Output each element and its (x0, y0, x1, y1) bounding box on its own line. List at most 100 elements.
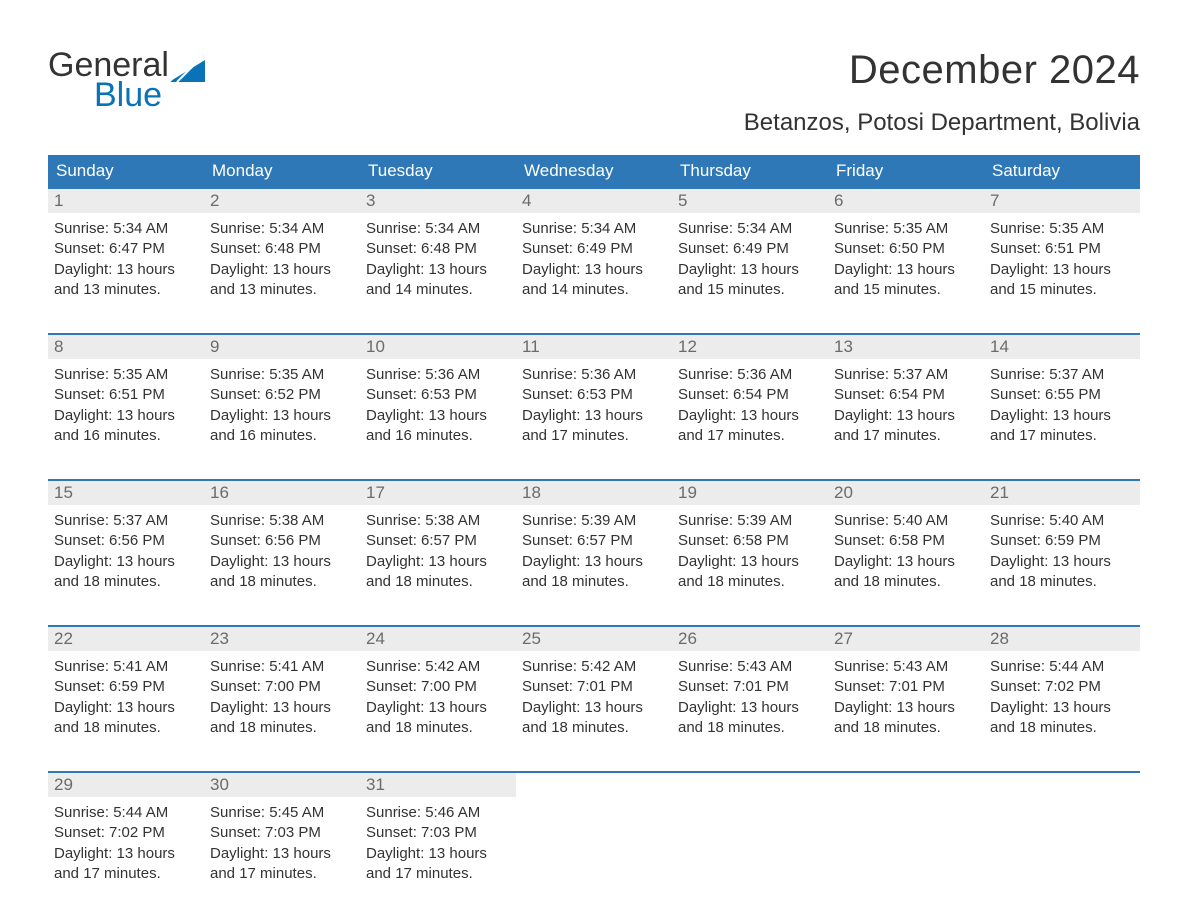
day-body: Sunrise: 5:46 AMSunset: 7:03 PMDaylight:… (360, 797, 516, 890)
sunrise-line: Sunrise: 5:41 AM (54, 657, 198, 677)
title-block: December 2024 Betanzos, Potosi Departmen… (744, 48, 1140, 147)
day-cell: 25Sunrise: 5:42 AMSunset: 7:01 PMDayligh… (516, 627, 672, 755)
sunrise-line: Sunrise: 5:34 AM (54, 219, 198, 239)
daylight-line: Daylight: 13 hours and 18 minutes. (366, 552, 510, 593)
day-body: Sunrise: 5:44 AMSunset: 7:02 PMDaylight:… (48, 797, 204, 890)
sunset-line: Sunset: 6:48 PM (366, 239, 510, 259)
day-number: 15 (48, 481, 204, 505)
sunset-line: Sunset: 7:02 PM (54, 823, 198, 843)
day-cell: 7Sunrise: 5:35 AMSunset: 6:51 PMDaylight… (984, 189, 1140, 317)
day-number: 11 (516, 335, 672, 359)
sunrise-line: Sunrise: 5:35 AM (990, 219, 1134, 239)
week-row: 8Sunrise: 5:35 AMSunset: 6:51 PMDaylight… (48, 333, 1140, 463)
daylight-line: Daylight: 13 hours and 18 minutes. (834, 698, 978, 739)
day-number: 25 (516, 627, 672, 651)
day-body: Sunrise: 5:43 AMSunset: 7:01 PMDaylight:… (828, 651, 984, 744)
day-cell: 28Sunrise: 5:44 AMSunset: 7:02 PMDayligh… (984, 627, 1140, 755)
weekday-sunday: Sunday (48, 155, 204, 187)
week-row: 1Sunrise: 5:34 AMSunset: 6:47 PMDaylight… (48, 187, 1140, 317)
sunrise-line: Sunrise: 5:43 AM (678, 657, 822, 677)
day-cell: 13Sunrise: 5:37 AMSunset: 6:54 PMDayligh… (828, 335, 984, 463)
sunset-line: Sunset: 6:48 PM (210, 239, 354, 259)
daylight-line: Daylight: 13 hours and 18 minutes. (834, 552, 978, 593)
daylight-line: Daylight: 13 hours and 14 minutes. (522, 260, 666, 301)
daylight-line: Daylight: 13 hours and 18 minutes. (990, 698, 1134, 739)
sunrise-line: Sunrise: 5:34 AM (678, 219, 822, 239)
day-number: 28 (984, 627, 1140, 651)
day-number: 18 (516, 481, 672, 505)
sunset-line: Sunset: 7:00 PM (210, 677, 354, 697)
sunrise-line: Sunrise: 5:40 AM (990, 511, 1134, 531)
daylight-line: Daylight: 13 hours and 18 minutes. (522, 698, 666, 739)
sunset-line: Sunset: 7:02 PM (990, 677, 1134, 697)
daylight-line: Daylight: 13 hours and 18 minutes. (678, 552, 822, 593)
weekday-monday: Monday (204, 155, 360, 187)
week-row: 15Sunrise: 5:37 AMSunset: 6:56 PMDayligh… (48, 479, 1140, 609)
sunrise-line: Sunrise: 5:39 AM (522, 511, 666, 531)
day-cell: 21Sunrise: 5:40 AMSunset: 6:59 PMDayligh… (984, 481, 1140, 609)
sunset-line: Sunset: 6:57 PM (522, 531, 666, 551)
sunrise-line: Sunrise: 5:34 AM (366, 219, 510, 239)
sunset-line: Sunset: 6:57 PM (366, 531, 510, 551)
daylight-line: Daylight: 13 hours and 16 minutes. (366, 406, 510, 447)
daylight-line: Daylight: 13 hours and 17 minutes. (990, 406, 1134, 447)
day-body: Sunrise: 5:44 AMSunset: 7:02 PMDaylight:… (984, 651, 1140, 744)
day-number: 21 (984, 481, 1140, 505)
day-cell: 20Sunrise: 5:40 AMSunset: 6:58 PMDayligh… (828, 481, 984, 609)
day-body: Sunrise: 5:34 AMSunset: 6:48 PMDaylight:… (204, 213, 360, 306)
daylight-line: Daylight: 13 hours and 17 minutes. (522, 406, 666, 447)
sunset-line: Sunset: 6:59 PM (990, 531, 1134, 551)
sunrise-line: Sunrise: 5:38 AM (210, 511, 354, 531)
weekday-friday: Friday (828, 155, 984, 187)
daylight-line: Daylight: 13 hours and 13 minutes. (54, 260, 198, 301)
day-number: 27 (828, 627, 984, 651)
sunrise-line: Sunrise: 5:39 AM (678, 511, 822, 531)
week-row: 22Sunrise: 5:41 AMSunset: 6:59 PMDayligh… (48, 625, 1140, 755)
day-number: 9 (204, 335, 360, 359)
day-number: 22 (48, 627, 204, 651)
sunrise-line: Sunrise: 5:37 AM (834, 365, 978, 385)
day-number: 19 (672, 481, 828, 505)
day-body: Sunrise: 5:36 AMSunset: 6:53 PMDaylight:… (516, 359, 672, 452)
sunset-line: Sunset: 6:51 PM (990, 239, 1134, 259)
sunrise-line: Sunrise: 5:34 AM (522, 219, 666, 239)
sunrise-line: Sunrise: 5:44 AM (54, 803, 198, 823)
day-body: Sunrise: 5:34 AMSunset: 6:49 PMDaylight:… (516, 213, 672, 306)
sunrise-line: Sunrise: 5:41 AM (210, 657, 354, 677)
daylight-line: Daylight: 13 hours and 17 minutes. (366, 844, 510, 885)
day-cell: 19Sunrise: 5:39 AMSunset: 6:58 PMDayligh… (672, 481, 828, 609)
day-body: Sunrise: 5:39 AMSunset: 6:57 PMDaylight:… (516, 505, 672, 598)
day-number: 29 (48, 773, 204, 797)
day-body: Sunrise: 5:42 AMSunset: 7:00 PMDaylight:… (360, 651, 516, 744)
calendar: Sunday Monday Tuesday Wednesday Thursday… (48, 155, 1140, 901)
day-number: 13 (828, 335, 984, 359)
day-number: 5 (672, 189, 828, 213)
daylight-line: Daylight: 13 hours and 17 minutes. (678, 406, 822, 447)
sunrise-line: Sunrise: 5:36 AM (522, 365, 666, 385)
daylight-line: Daylight: 13 hours and 18 minutes. (366, 698, 510, 739)
daylight-line: Daylight: 13 hours and 18 minutes. (210, 698, 354, 739)
sunset-line: Sunset: 6:56 PM (210, 531, 354, 551)
week-row: 29Sunrise: 5:44 AMSunset: 7:02 PMDayligh… (48, 771, 1140, 901)
day-body: Sunrise: 5:35 AMSunset: 6:51 PMDaylight:… (48, 359, 204, 452)
day-number: 14 (984, 335, 1140, 359)
sunrise-line: Sunrise: 5:37 AM (54, 511, 198, 531)
sunset-line: Sunset: 7:03 PM (366, 823, 510, 843)
day-body: Sunrise: 5:37 AMSunset: 6:54 PMDaylight:… (828, 359, 984, 452)
daylight-line: Daylight: 13 hours and 18 minutes. (678, 698, 822, 739)
sunrise-line: Sunrise: 5:38 AM (366, 511, 510, 531)
weeks-container: 1Sunrise: 5:34 AMSunset: 6:47 PMDaylight… (48, 187, 1140, 901)
day-cell: 24Sunrise: 5:42 AMSunset: 7:00 PMDayligh… (360, 627, 516, 755)
day-cell: 15Sunrise: 5:37 AMSunset: 6:56 PMDayligh… (48, 481, 204, 609)
sunrise-line: Sunrise: 5:42 AM (522, 657, 666, 677)
day-cell (516, 773, 672, 901)
daylight-line: Daylight: 13 hours and 17 minutes. (834, 406, 978, 447)
daylight-line: Daylight: 13 hours and 15 minutes. (678, 260, 822, 301)
sunset-line: Sunset: 6:56 PM (54, 531, 198, 551)
day-cell (672, 773, 828, 901)
day-number: 24 (360, 627, 516, 651)
day-body: Sunrise: 5:35 AMSunset: 6:51 PMDaylight:… (984, 213, 1140, 306)
day-cell (984, 773, 1140, 901)
day-cell: 18Sunrise: 5:39 AMSunset: 6:57 PMDayligh… (516, 481, 672, 609)
day-cell: 30Sunrise: 5:45 AMSunset: 7:03 PMDayligh… (204, 773, 360, 901)
